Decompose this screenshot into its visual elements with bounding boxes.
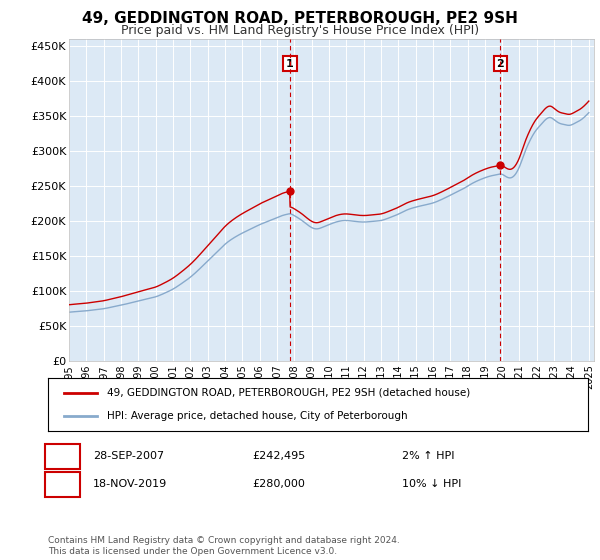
Text: £242,495: £242,495	[252, 451, 305, 461]
Text: 2% ↑ HPI: 2% ↑ HPI	[402, 451, 455, 461]
Text: £280,000: £280,000	[252, 479, 305, 489]
Text: 49, GEDDINGTON ROAD, PETERBOROUGH, PE2 9SH: 49, GEDDINGTON ROAD, PETERBOROUGH, PE2 9…	[82, 11, 518, 26]
Text: 2: 2	[497, 59, 505, 69]
Text: HPI: Average price, detached house, City of Peterborough: HPI: Average price, detached house, City…	[107, 411, 408, 421]
Text: 28-SEP-2007: 28-SEP-2007	[93, 451, 164, 461]
Text: 49, GEDDINGTON ROAD, PETERBOROUGH, PE2 9SH (detached house): 49, GEDDINGTON ROAD, PETERBOROUGH, PE2 9…	[107, 388, 470, 398]
Text: 1: 1	[286, 59, 294, 69]
Text: 1: 1	[59, 451, 66, 461]
Text: 2: 2	[59, 479, 66, 489]
Text: Price paid vs. HM Land Registry's House Price Index (HPI): Price paid vs. HM Land Registry's House …	[121, 24, 479, 36]
Text: Contains HM Land Registry data © Crown copyright and database right 2024.
This d: Contains HM Land Registry data © Crown c…	[48, 536, 400, 556]
Text: 10% ↓ HPI: 10% ↓ HPI	[402, 479, 461, 489]
Text: 18-NOV-2019: 18-NOV-2019	[93, 479, 167, 489]
